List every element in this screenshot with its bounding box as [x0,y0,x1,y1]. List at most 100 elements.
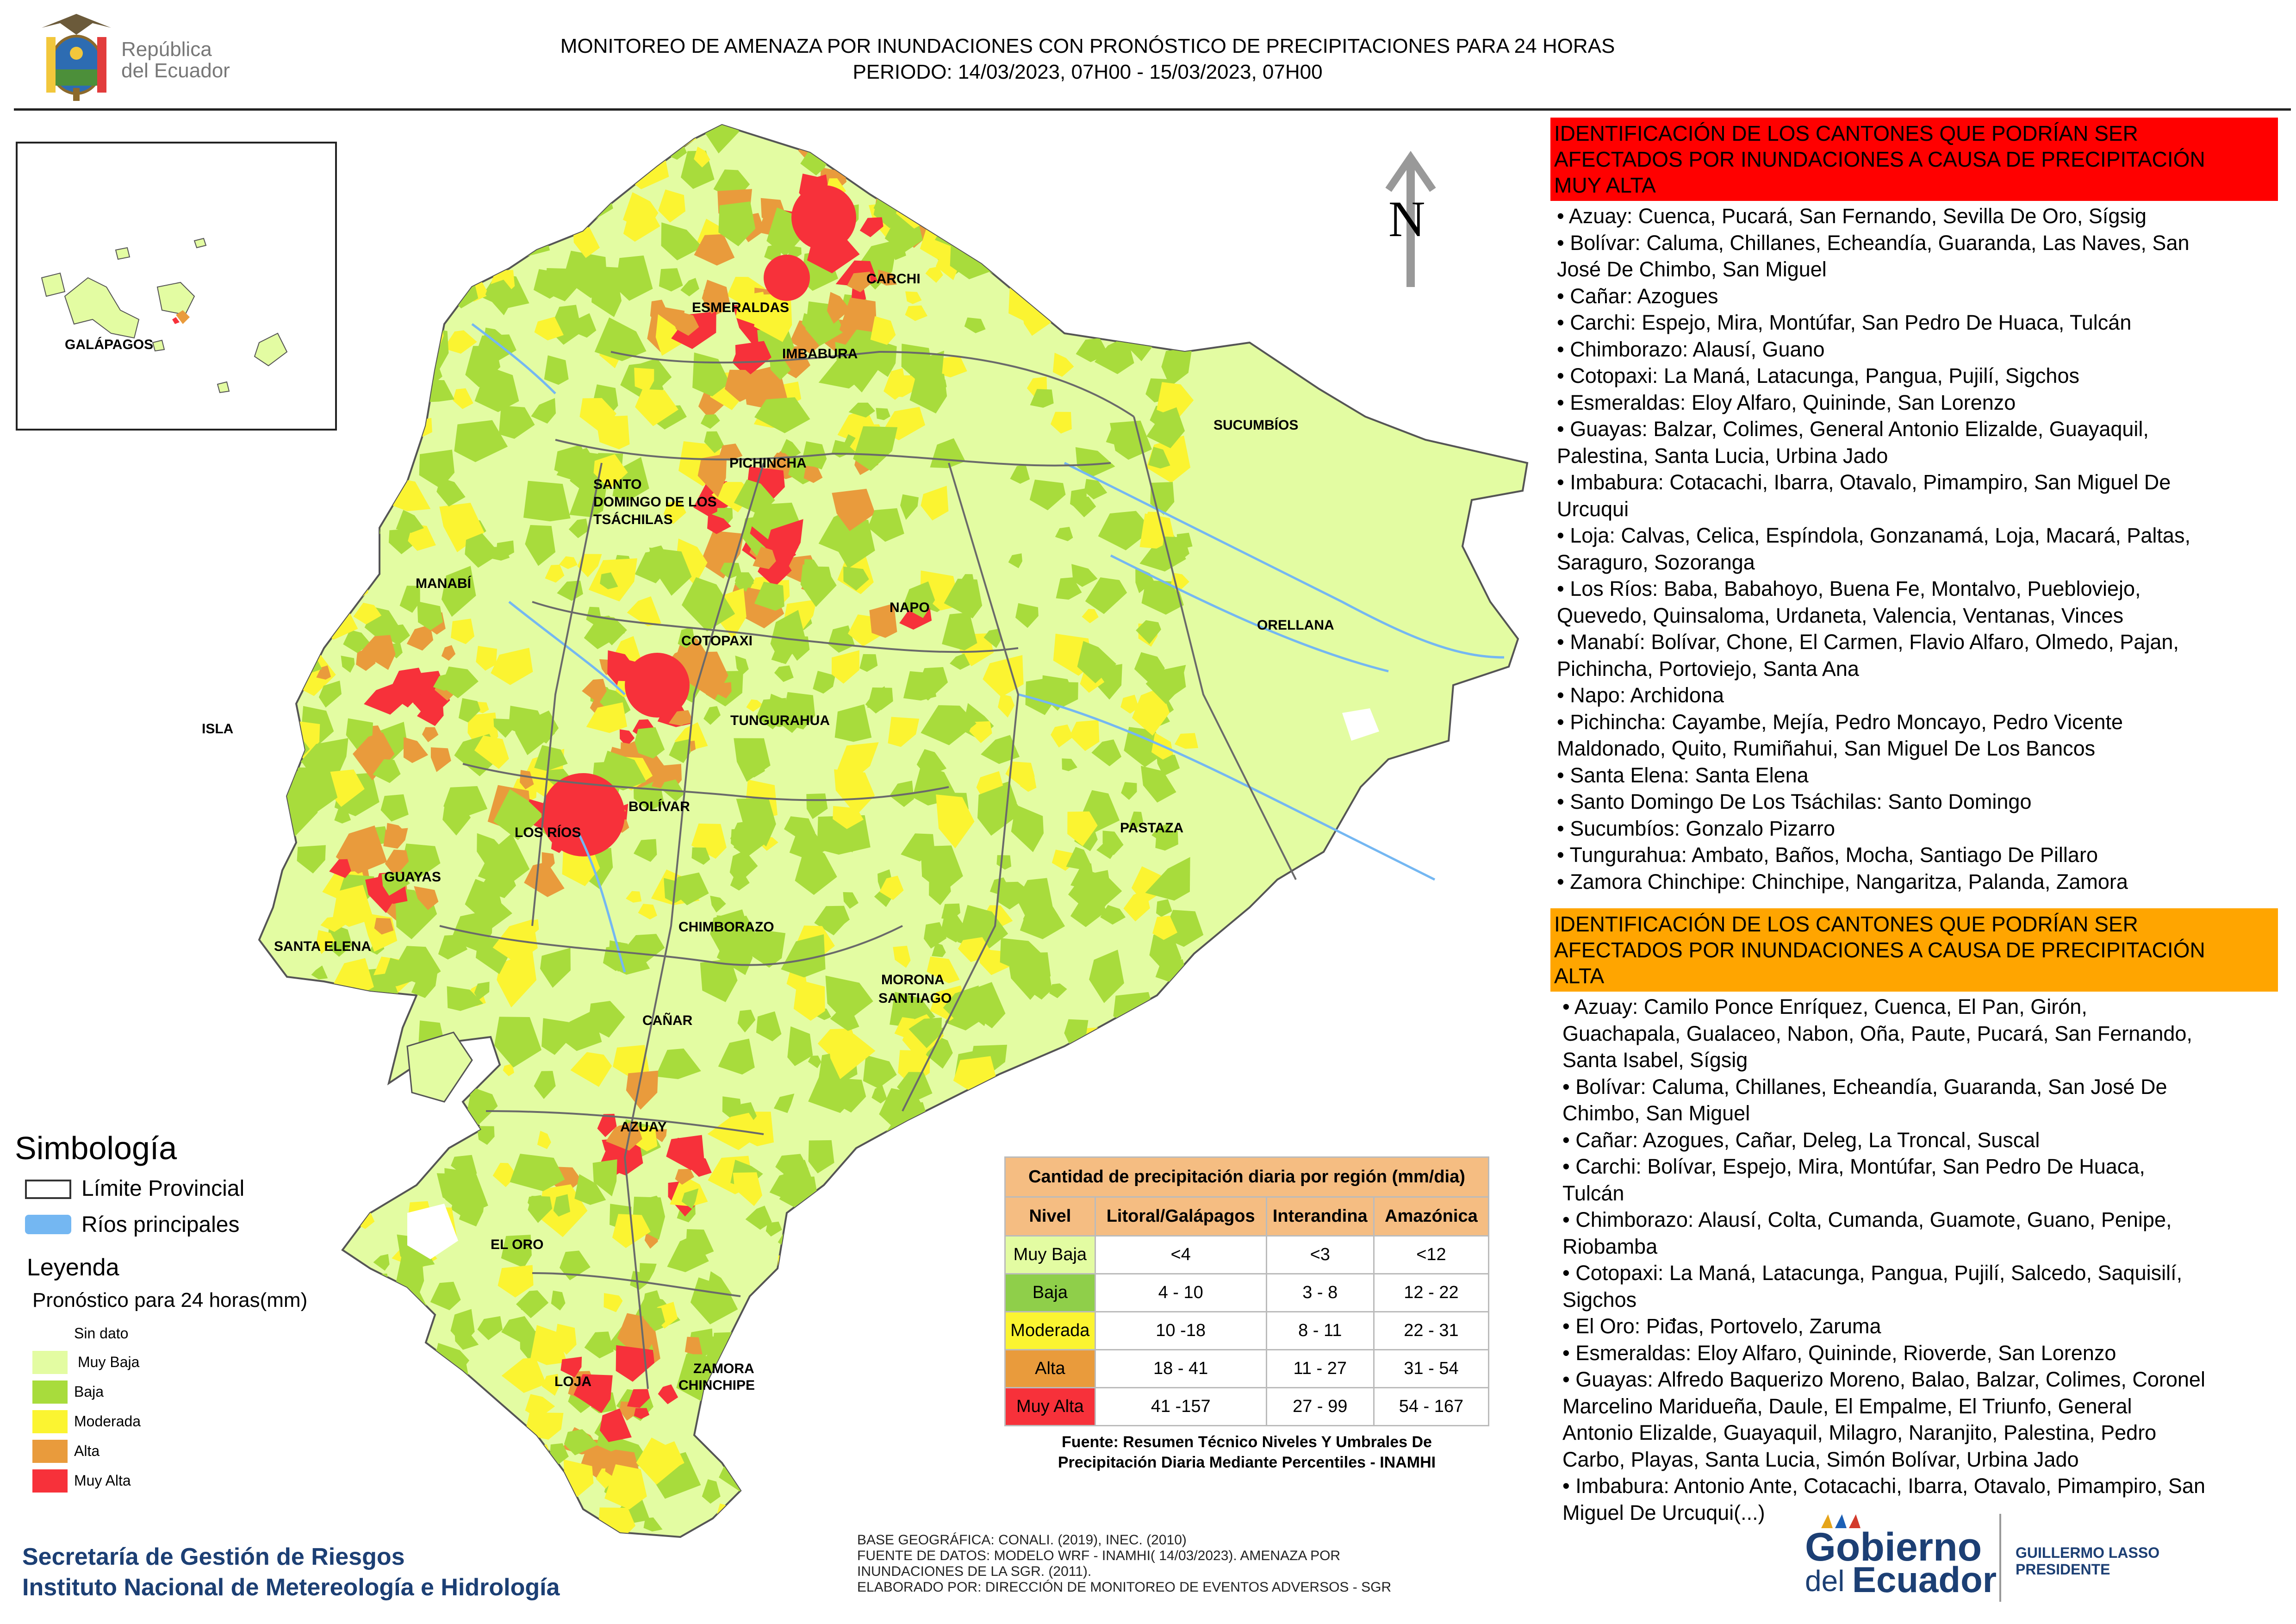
canton-line: Miguel De Urcuqui(...) [1562,1500,1765,1524]
title-line-1: MONITOREO DE AMENAZA POR INUNDACIONES CO… [560,35,1615,57]
canton-line: • Carchi: Bolívar, Espejo, Mira, Montúfa… [1562,1155,2145,1178]
swatch-muy-alta [32,1469,68,1493]
table-cell: 10 -18 [1094,1311,1267,1350]
canton-line: Tulcán [1562,1181,1624,1205]
province-label-morona: MORONA [881,972,945,987]
source-line: INUNDACIONES DE LA SGR. (2011). [857,1564,1092,1579]
precipitation-table: Cantidad de precipitación diaria por reg… [1004,1156,1490,1473]
table-row: Alta 18 - 41 11 - 27 31 - 54 [1004,1349,1490,1388]
province-label-carchi: CARCHI [866,271,921,287]
canton-line: Sigchos [1562,1287,1637,1312]
canton-line: • Loja: Calvas, Celica, Espíndola, Gonza… [1557,524,2190,547]
province-label-pastaza: PASTAZA [1120,820,1184,836]
table-source-line-2: Precipitación Diaria Mediante Percentile… [1058,1454,1436,1471]
province-label-loja: LOJA [554,1374,592,1389]
canton-line: • Azuay: Cuenca, Pucará, San Fernando, S… [1557,204,2147,228]
canton-line: • Pichincha: Cayambe, Mejía, Pedro Monca… [1557,710,2123,734]
table-cell: 3 - 8 [1265,1273,1375,1312]
province-boundaries [439,350,1297,1389]
province-label-tungurahua: TUNGURAHUA [730,713,830,728]
canton-line: • Napo: Archidona [1557,683,1724,707]
muy-alta-list: • Azuay: Cuenca, Pucará, San Fernando, S… [1550,203,2278,895]
province-label-orellana: ORELLANA [1257,618,1334,633]
muy-alta-header-line: MUY ALTA [1554,173,1656,197]
canton-line: • Cotopaxi: La Maná, Latacunga, Pangua, … [1557,364,2079,387]
table-row: Moderada 10 -18 8 - 11 22 - 31 [1004,1311,1490,1350]
legend-rios: Ríos principales [81,1212,240,1237]
canton-line: • Manabí: Bolívar, Chone, El Carmen, Fla… [1557,630,2179,654]
table-title: Cantidad de precipitación diaria por reg… [1004,1156,1489,1198]
canton-line: Santa Isabel, Sígsig [1562,1048,1748,1072]
canton-line: • Santo Domingo De Los Tsáchilas: Santo … [1557,790,2032,813]
province-label-chinchipe: CHINCHIPE [678,1378,755,1393]
page-title: MONITOREO DE AMENAZA POR INUNDACIONES CO… [463,33,1712,85]
canton-line: • Carchi: Espejo, Mira, Montúfar, San Pe… [1557,311,2132,334]
canton-line: • Guayas: Alfredo Baquerizo Moreno, Bala… [1562,1368,2205,1391]
table-source: Fuente: Resumen Técnico Niveles Y Umbral… [1004,1432,1489,1473]
table-cell: 4 - 10 [1094,1273,1267,1312]
province-label-zamora: ZAMORA [693,1361,754,1376]
table-header-nivel: Nivel [1004,1196,1096,1237]
table-cell: 11 - 27 [1265,1349,1375,1388]
province-label-cotopaxi: COTOPAXI [681,633,753,649]
province-label-manabi: MANABÍ [416,576,471,591]
legend-sin-dato: Sin dato [74,1325,129,1342]
alta-header: IDENTIFICACIÓN DE LOS CANTONES QUE PODRÍ… [1550,908,2278,992]
canton-line: • Guayas: Balzar, Colimes, General Anton… [1557,417,2149,441]
province-label-domingo: DOMINGO DE LOS [593,494,717,510]
footer-org-2: Instituto Nacional de Metereología e Hid… [22,1574,560,1601]
alta-header-line: AFECTADOS POR INUNDACIONES A CAUSA DE PR… [1554,938,2205,962]
gobierno-word: Gobierno [1805,1525,1982,1569]
source-line: ELABORADO POR: DIRECCIÓN DE MONITOREO DE… [857,1580,1392,1595]
canton-line: • Bolívar: Caluma, Chillanes, Echeandía,… [1557,231,2190,255]
alta-list: • Azuay: Camilo Ponce Enríquez, Cuenca, … [1550,993,2278,1526]
canton-line: • Esmeraldas: Eloy Alfaro, Quininde, Rio… [1562,1341,2116,1365]
province-label-pichincha: PICHINCHA [729,456,807,471]
province-label-bolivar: BOLÍVAR [628,799,690,814]
province-label-santo: SANTO [593,477,642,492]
legend-pronostico: Pronóstico para 24 horas(mm) [32,1289,308,1312]
legend-title: Simbología [15,1130,177,1166]
footer-orgs: Secretaría de Gestión de Riesgos Institu… [22,1542,560,1603]
alta-panel: IDENTIFICACIÓN DE LOS CANTONES QUE PODRÍ… [1550,908,2278,1526]
table-cell: Baja [1004,1273,1096,1312]
canton-line: • Chimborazo: Alausí, Colta, Cumanda, Gu… [1562,1208,2172,1231]
legend-moderada: Moderada [74,1413,141,1430]
canton-line: Maldonado, Quito, Rumiñahui, San Miguel … [1557,737,2096,760]
table-cell: Moderada [1004,1311,1096,1350]
muy-alta-header: IDENTIFICACIÓN DE LOS CANTONES QUE PODRÍ… [1550,118,2278,201]
province-label-los-rios: LOS RÍOS [515,825,581,840]
canton-line: • Tungurahua: Ambato, Baños, Mocha, Sant… [1557,843,2098,867]
header-divider [14,108,2291,111]
provincial-boundary-swatch [25,1180,71,1199]
canton-line: Antonio Elizalde, Guayaquil, Milagro, Na… [1562,1421,2157,1444]
rivers [471,323,1505,973]
province-label-santiago: SANTIAGO [878,991,952,1006]
province-label-sucumbios: SUCUMBÍOS [1213,418,1299,433]
muy-alta-panel: IDENTIFICACIÓN DE LOS CANTONES QUE PODRÍ… [1550,118,2278,895]
canton-line: Chimbo, San Miguel [1562,1101,1750,1125]
canton-line: José De Chimbo, San Miguel [1557,257,1827,281]
province-label-el-oro: EL ORO [491,1237,544,1252]
province-label-imbabura: IMBABURA [782,346,858,362]
table-cell: 18 - 41 [1094,1349,1267,1388]
table-header-amazonica: Amazónica [1373,1196,1490,1237]
alta-header-line: ALTA [1554,964,1605,988]
canton-line: • Chimborazo: Alausí, Guano [1557,337,1825,361]
table-cell: 12 - 22 [1373,1273,1490,1312]
canton-line: • Cañar: Azogues, Cañar, Deleg, La Tronc… [1562,1128,2040,1152]
canton-line: Guachapala, Gualaceo, Nabon, Oña, Paute,… [1562,1021,2192,1045]
source-line: FUENTE DE DATOS: MODELO WRF - INAMHI( 14… [857,1548,1341,1563]
logo-text: República del Ecuador [121,39,230,81]
north-arrow [1385,150,1436,287]
president-name: GUILLERMO LASSO [2016,1544,2160,1561]
ecuador-word: Ecuador [1852,1559,1997,1600]
canton-line: Pichincha, Portoviejo, Santa Ana [1557,656,1859,681]
province-label-azuay: AZUAY [620,1119,667,1135]
table-cell: 41 -157 [1094,1387,1267,1426]
muy-alta-header-line: AFECTADOS POR INUNDACIONES A CAUSA DE PR… [1554,147,2205,171]
province-label-galapagos: GALÁPAGOS [65,337,154,352]
swatch-muy-baja [32,1351,68,1374]
escudo-logo [37,9,116,102]
